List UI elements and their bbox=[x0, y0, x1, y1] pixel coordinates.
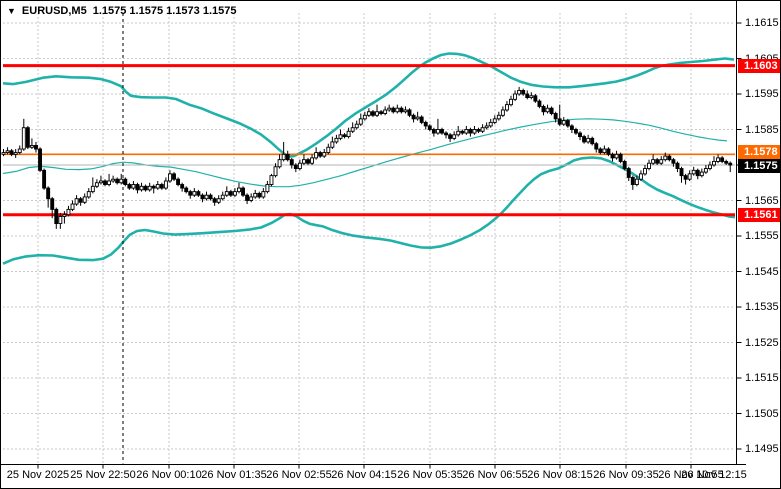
symbol-timeframe-label: EURUSD,M5 bbox=[21, 5, 87, 17]
symbol-dropdown-icon[interactable]: ▼ bbox=[7, 5, 16, 16]
chart-title: ▼ EURUSD,M5 1.1575 1.1575 1.1573 1.1575 bbox=[7, 5, 236, 17]
ohlc-values: 1.1575 1.1575 1.1573 1.1575 bbox=[92, 5, 237, 17]
